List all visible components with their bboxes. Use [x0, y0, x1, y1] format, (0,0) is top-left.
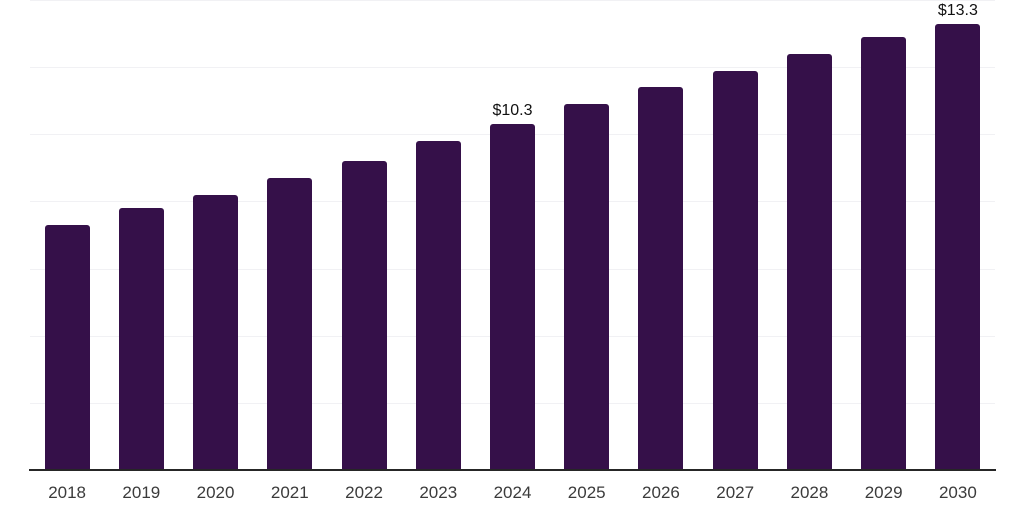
bar-2021	[267, 177, 313, 470]
x-tick-2022: 2022	[345, 483, 383, 502]
x-axis-line	[29, 469, 996, 471]
gridline-14	[30, 0, 995, 1]
bar-2022	[341, 161, 387, 470]
data-label-2024: $10.3	[492, 102, 533, 120]
bar-2028	[786, 53, 832, 470]
gridline-12	[30, 67, 995, 69]
x-tick-2026: 2026	[642, 483, 680, 502]
bar-2023	[415, 141, 461, 470]
x-tick-2025: 2025	[567, 483, 606, 502]
x-tick-2027: 2027	[716, 483, 755, 502]
bar-2020	[193, 194, 239, 470]
x-tick-2018: 2018	[48, 483, 87, 502]
bar-2026	[638, 87, 684, 470]
x-tick-2024: 2024	[493, 483, 532, 502]
bar-2025	[564, 104, 610, 470]
bar-2030	[935, 23, 981, 470]
x-tick-2030: 2030	[938, 483, 977, 502]
bar-2024	[490, 124, 535, 470]
data-label-2030: $13.3	[937, 1, 978, 19]
x-tick-2023: 2023	[419, 483, 458, 502]
plot-area: $10.3 $13.3	[30, 0, 995, 470]
bar-2027	[712, 70, 758, 470]
x-tick-2028: 2028	[790, 483, 829, 502]
x-tick-2019: 2019	[122, 483, 161, 502]
bar-2029	[861, 36, 907, 470]
bar-2019	[118, 208, 164, 470]
x-tick-2020: 2020	[196, 483, 235, 502]
bar-2018	[44, 224, 90, 470]
x-tick-2021: 2021	[270, 483, 309, 502]
x-tick-2029: 2029	[864, 483, 903, 502]
